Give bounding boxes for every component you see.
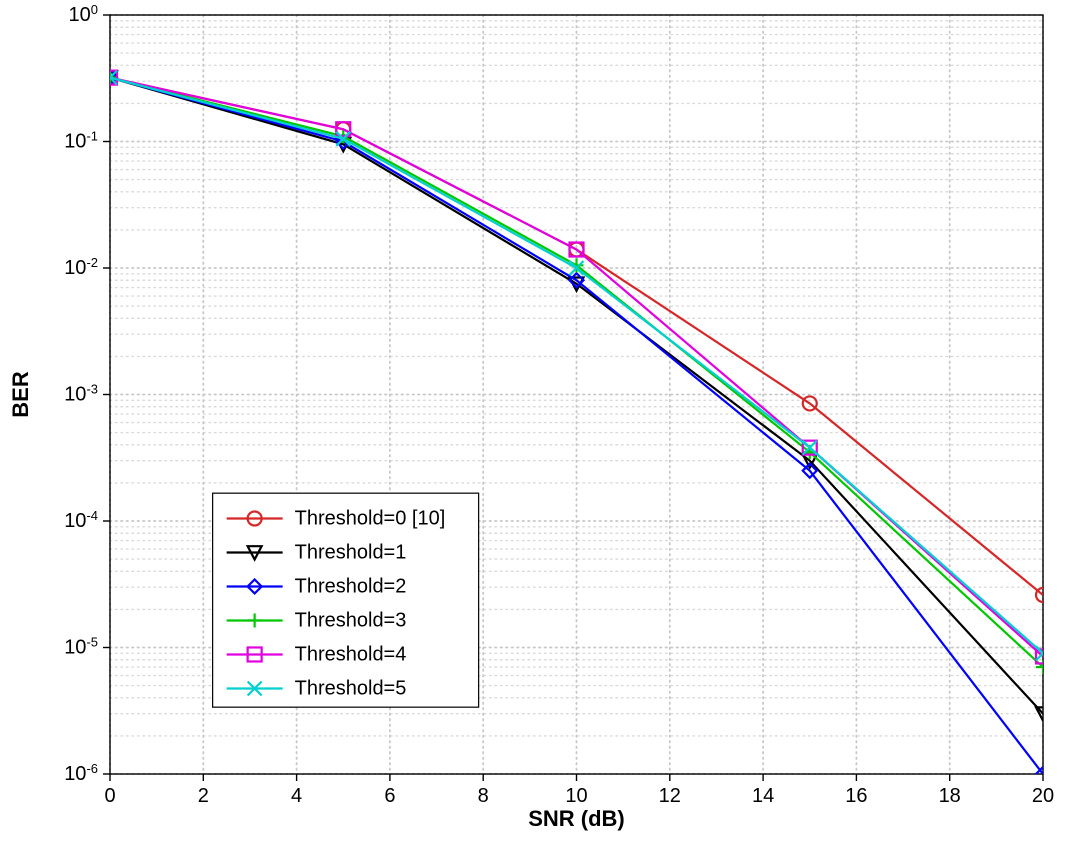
svg-text:Threshold=3: Threshold=3	[295, 609, 407, 631]
svg-text:Threshold=1: Threshold=1	[295, 541, 407, 563]
chart-svg: 0 2 4 6 8 10 12 14 16 18 20 10-6 10-5 10-4 10-3 10-2 10-…	[0, 0, 1073, 844]
svg-text:10-4: 10-4	[64, 508, 98, 533]
svg-text:12: 12	[659, 785, 681, 807]
svg-text:2: 2	[198, 785, 209, 807]
svg-text:18: 18	[939, 785, 961, 807]
svg-text:100: 100	[69, 2, 98, 27]
svg-text:14: 14	[752, 785, 774, 807]
svg-text:SNR (dB): SNR (dB)	[528, 806, 625, 831]
svg-text:8: 8	[478, 785, 489, 807]
svg-text:Threshold=0 [10]: Threshold=0 [10]	[295, 507, 446, 529]
svg-text:10-5: 10-5	[64, 634, 98, 659]
svg-text:Threshold=2: Threshold=2	[295, 575, 407, 597]
svg-text:10: 10	[565, 785, 587, 807]
svg-text:BER: BER	[8, 371, 33, 418]
svg-text:Threshold=5: Threshold=5	[295, 677, 407, 699]
svg-text:6: 6	[384, 785, 395, 807]
svg-text:10-3: 10-3	[64, 381, 98, 406]
svg-text:10-1: 10-1	[64, 128, 98, 153]
svg-text:20: 20	[1032, 785, 1054, 807]
svg-text:4: 4	[291, 785, 302, 807]
svg-text:16: 16	[845, 785, 867, 807]
legend: Threshold=0 [10] Threshold=1 Threshold=2 Th…	[213, 493, 479, 707]
svg-text:Threshold=4: Threshold=4	[295, 643, 407, 665]
ber-vs-snr-chart: 0 2 4 6 8 10 12 14 16 18 20 10-6 10-5 10-4 10-3 10-2 10-…	[0, 0, 1073, 844]
svg-text:10-2: 10-2	[64, 255, 98, 280]
svg-text:0: 0	[104, 785, 115, 807]
svg-text:10-6: 10-6	[64, 761, 98, 786]
